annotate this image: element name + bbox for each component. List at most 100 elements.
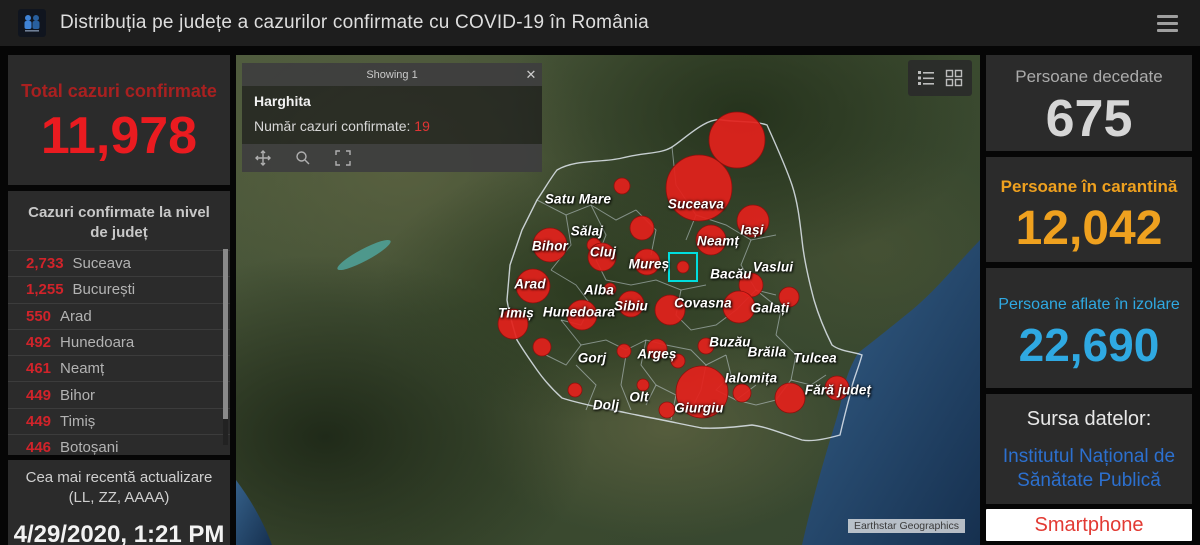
move-icon[interactable] [252,147,274,169]
popup-body: Harghita Număr cazuri confirmate: 19 [242,86,542,144]
case-circle[interactable] [697,337,715,355]
county-label: Alba [583,282,615,298]
county-label: Ialomița [724,370,778,386]
case-circle[interactable] [778,286,800,308]
county-name: Neamț [60,360,105,378]
isolation-label: Persoane aflate în izolare [998,296,1180,313]
county-name: Arad [60,307,92,325]
popup-cases-line: Număr cazuri confirmate: 19 [254,118,530,134]
case-circle[interactable] [532,337,552,357]
case-circle[interactable] [532,227,568,263]
county-label: Cluj [589,244,617,260]
case-circle[interactable] [670,353,686,369]
county-label: Argeș [637,346,677,362]
zoom-icon[interactable] [292,147,314,169]
county-count: 2,733 [26,255,64,273]
data-source-link[interactable]: Institutul Național de Sănătate Publică [1002,446,1176,491]
case-circle[interactable] [587,242,617,272]
county-row[interactable]: 446 Botoșani [8,434,230,455]
deaths-panel: Persoane decedate 675 [986,55,1192,151]
county-row[interactable]: 1,255 București [8,276,230,302]
legend-icon[interactable] [915,67,937,89]
case-circle[interactable] [515,268,551,304]
county-label: Arad [514,276,546,292]
case-circle[interactable] [708,111,766,169]
quarantine-label: Persoane în carantină [1000,177,1178,196]
county-cases-panel: Cazuri confirmate la nivel de județ 2,73… [8,191,230,455]
county-label: Satu Mare [544,191,612,207]
county-label: Fără județ [804,382,872,398]
case-circles-layer [497,111,850,419]
smartphone-view-button[interactable]: Smartphone [986,509,1192,541]
county-label: Olt [629,389,649,405]
case-circle[interactable] [732,383,752,403]
county-name: București [72,281,136,299]
basemap-icon[interactable] [943,67,965,89]
popup-toolbar [242,144,542,172]
case-circle[interactable] [616,343,632,359]
county-row[interactable]: 550 Arad [8,302,230,329]
case-circle[interactable] [629,215,655,241]
county-row[interactable]: 2,733 Suceava [8,250,230,276]
county-label: Bacău [710,266,752,282]
county-row[interactable]: 461 Neamț [8,355,230,381]
popup-cases-label: Număr cazuri confirmate: [254,118,415,134]
county-label: Galați [750,300,790,316]
county-label: Giurgiu [674,400,724,416]
popup-header: Showing 1 ✕ [242,63,542,86]
map-container[interactable]: Satu Mare Suceava Iași Sălaj Bihor Cluj Neamț M… [236,55,980,545]
case-circle[interactable] [567,382,583,398]
quarantine-panel: Persoane în carantină 12,042 [986,157,1192,262]
county-label: Mureș [628,256,670,272]
county-label: Bihor [531,238,569,254]
county-label: Hunedoara [542,304,616,320]
case-circle[interactable] [636,378,650,392]
case-circle[interactable] [736,204,770,238]
county-count: 449 [26,412,52,430]
data-source-label: Sursa datelor: [1026,408,1152,430]
header-bar: Distribuția pe județe a cazurilor confir… [0,0,1200,46]
county-list-title: Cazuri confirmate la nivel de județ [28,204,210,241]
last-update-label: Cea mai recentă actualizare (LL, ZZ, AAA… [25,469,213,507]
case-circle[interactable] [603,282,617,296]
total-cases-panel: Total cazuri confirmate 11,978 [8,55,230,185]
county-list-scrollbar[interactable] [223,249,228,445]
case-circle[interactable] [617,290,645,318]
case-circle[interactable] [774,382,806,414]
case-circle[interactable] [654,294,686,326]
county-row[interactable]: 449 Bihor [8,381,230,407]
quarantine-value: 12,042 [1015,202,1163,255]
case-circle[interactable] [566,299,598,331]
case-circle[interactable] [722,290,756,324]
case-circle[interactable] [676,260,690,274]
deaths-label: Persoane decedate [1015,67,1163,86]
county-count: 1,255 [26,281,64,299]
county-name: Botoșani [60,439,119,455]
isolation-panel: Persoane aflate în izolare 22,690 [986,268,1192,388]
county-label: Timiș [497,305,535,321]
hamburger-icon[interactable] [1153,11,1182,36]
county-label: Gorj [577,350,607,366]
county-name: Bihor [60,386,96,404]
county-label: Covasna [674,295,732,311]
popup-showing-text: Showing 1 [366,68,418,81]
expand-icon[interactable] [332,147,354,169]
case-circle[interactable] [658,401,676,419]
case-circle[interactable] [695,224,727,256]
county-count: 449 [26,386,52,404]
map-attribution: Earthstar Geographics [847,519,965,533]
county-row[interactable]: 449 Timiș [8,407,230,434]
case-circle[interactable] [675,365,729,419]
county-row[interactable]: 492 Hunedoara [8,328,230,355]
case-circle[interactable] [633,248,661,276]
case-circle[interactable] [497,308,529,340]
case-circle[interactable] [665,154,733,222]
case-circle[interactable] [613,177,631,195]
case-circle[interactable] [646,338,668,360]
close-icon[interactable]: ✕ [525,66,537,82]
total-cases-value: 11,978 [40,107,198,165]
county-name: Hunedoara [60,334,135,352]
case-circle[interactable] [824,375,850,401]
last-update-value: 4/29/2020, 1:21 PM [13,520,225,545]
